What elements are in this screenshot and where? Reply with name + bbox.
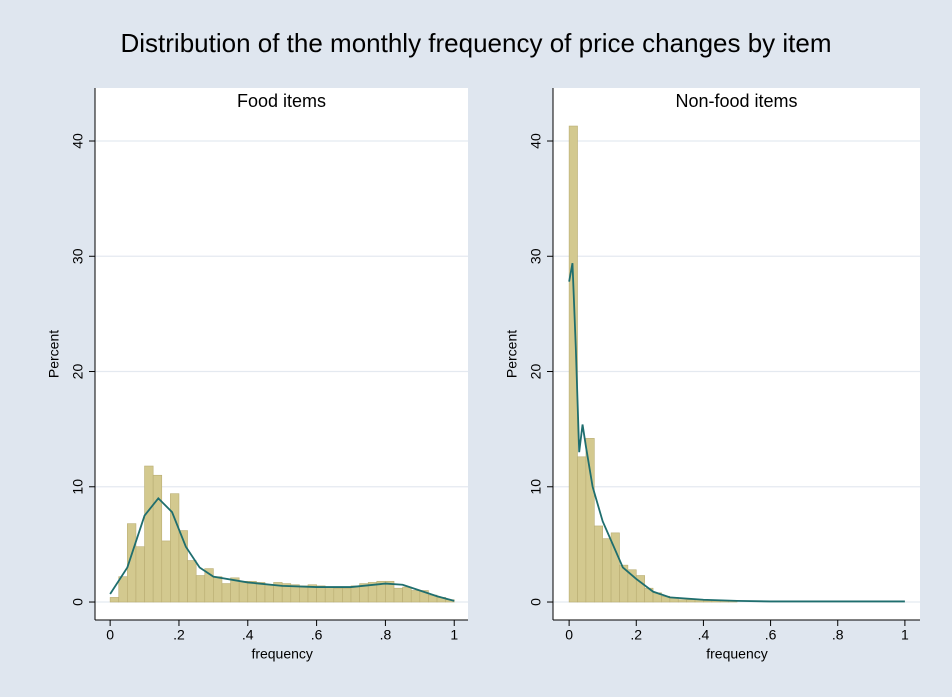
y-tick-label: 20 [528, 364, 544, 380]
bar [247, 580, 257, 603]
bar [402, 586, 412, 603]
x-tick-label: 1 [450, 627, 458, 643]
bar [109, 597, 120, 603]
density-line [568, 263, 905, 603]
bar [238, 580, 249, 603]
bar [195, 575, 206, 603]
bar [324, 586, 335, 603]
x-tick-label: 0 [106, 627, 114, 643]
y-tick-label: 30 [70, 248, 86, 264]
y-tick-label: 20 [70, 364, 86, 380]
main-title: Distribution of the monthly frequency of… [120, 28, 831, 58]
bar [677, 599, 687, 603]
bar [264, 584, 274, 603]
bar [703, 600, 713, 603]
bar [256, 582, 266, 603]
bar [187, 560, 197, 603]
bar [585, 438, 595, 603]
y-tick-label: 0 [70, 598, 86, 606]
x-tick-label: .4 [698, 627, 710, 643]
x-tick-label: .6 [311, 627, 323, 643]
bar [161, 540, 171, 603]
y-tick-label: 30 [528, 248, 544, 264]
bar [221, 583, 231, 603]
y-tick-label: 40 [528, 133, 544, 149]
bar [118, 576, 128, 603]
bar [152, 474, 163, 603]
plot-area [553, 88, 920, 620]
bar [170, 493, 180, 603]
y-tick-label: 40 [70, 133, 86, 149]
bar [316, 585, 326, 603]
panel-title: Food items [237, 91, 326, 111]
bar [393, 587, 403, 603]
panel-title: Non-food items [675, 91, 797, 111]
density-line [109, 496, 455, 602]
bar [602, 538, 612, 603]
y-tick-label: 0 [528, 598, 544, 606]
x-tick-label: .8 [832, 627, 844, 643]
bar [333, 587, 343, 603]
y-tick-label: 10 [70, 479, 86, 495]
bar [213, 576, 223, 603]
x-tick-label: .2 [630, 627, 642, 643]
x-tick-label: 0 [565, 627, 573, 643]
y-tick-label: 10 [528, 479, 544, 495]
bar [135, 546, 145, 603]
bar [290, 584, 300, 603]
bar [350, 585, 360, 603]
bar [686, 599, 696, 603]
y-axis-label: Percent [46, 330, 62, 378]
x-axis-label: frequency [251, 646, 312, 662]
bar [342, 587, 352, 603]
bar [594, 525, 603, 603]
x-axis-label: frequency [706, 646, 767, 662]
x-tick-label: 1 [901, 627, 909, 643]
bar [144, 465, 154, 603]
bar [568, 125, 578, 603]
bar [299, 585, 309, 603]
x-tick-label: .4 [242, 627, 254, 643]
bar [410, 590, 421, 603]
x-tick-label: .8 [380, 627, 392, 643]
x-tick-label: .2 [173, 627, 185, 643]
bar [577, 456, 587, 603]
x-tick-label: .6 [765, 627, 777, 643]
y-axis-label: Percent [504, 330, 520, 378]
